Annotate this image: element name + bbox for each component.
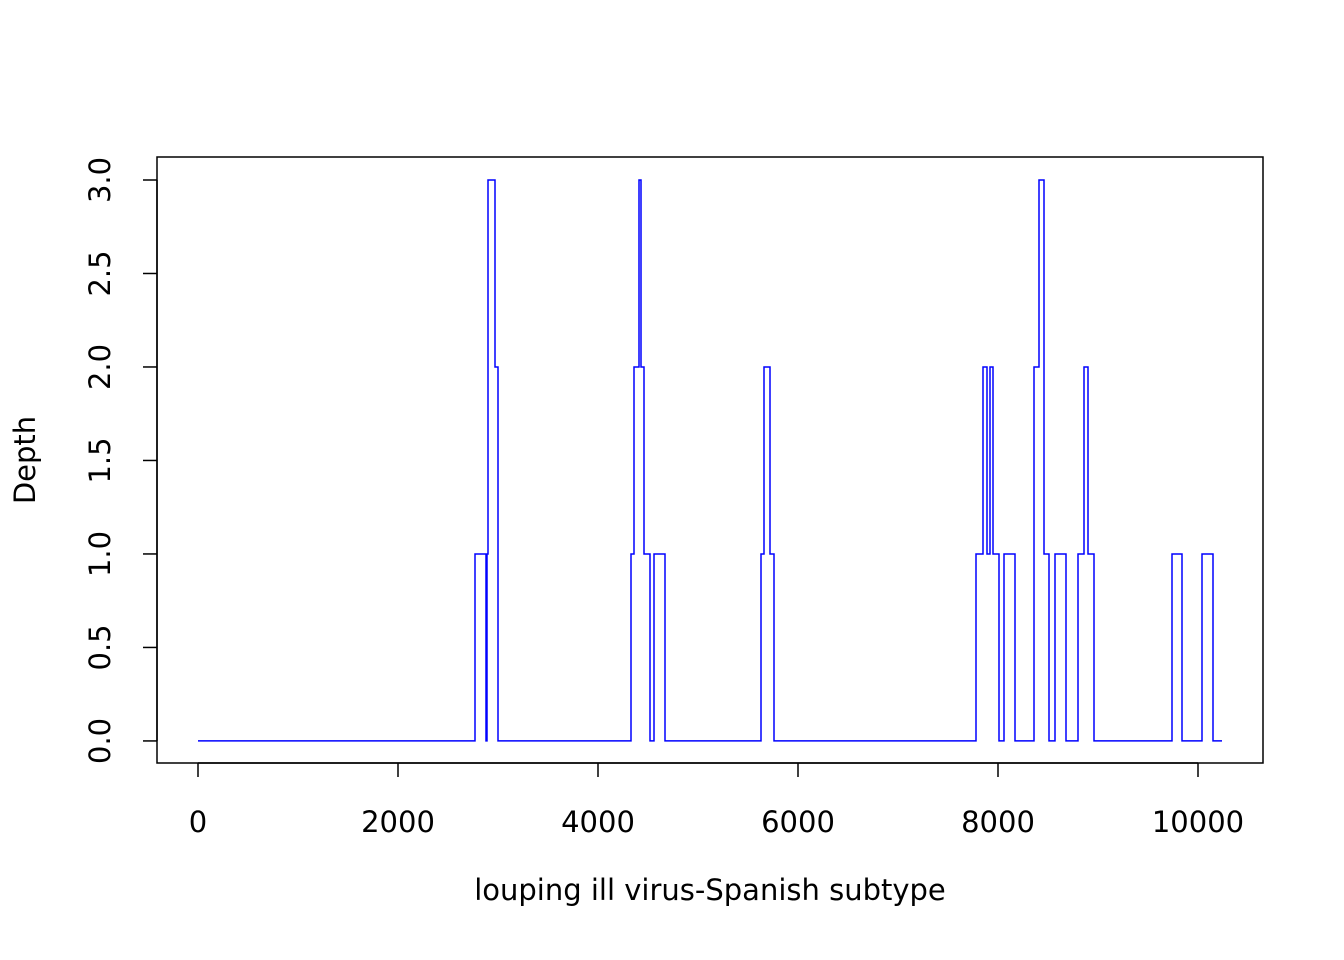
x-tick-label: 8000 bbox=[961, 805, 1035, 839]
y-tick-label: 0.0 bbox=[83, 718, 117, 764]
y-tick-label: 1.0 bbox=[83, 531, 117, 577]
y-tick-label: 2.5 bbox=[83, 250, 117, 296]
x-tick-label: 6000 bbox=[761, 805, 835, 839]
plot-box bbox=[156, 156, 1264, 764]
y-tick-label: 2.0 bbox=[83, 344, 117, 390]
y-axis-label: Depth bbox=[8, 416, 42, 504]
y-tick-label: 0.5 bbox=[83, 624, 117, 670]
depth-line bbox=[198, 179, 1222, 742]
y-tick-label: 3.0 bbox=[83, 157, 117, 203]
y-tick-label: 1.5 bbox=[83, 437, 117, 483]
x-tick-label: 4000 bbox=[561, 805, 635, 839]
x-axis-label: louping ill virus-Spanish subtype bbox=[474, 873, 946, 907]
x-tick-label: 0 bbox=[189, 805, 207, 839]
x-tick-label: 10000 bbox=[1152, 805, 1244, 839]
x-tick-label: 2000 bbox=[361, 805, 435, 839]
